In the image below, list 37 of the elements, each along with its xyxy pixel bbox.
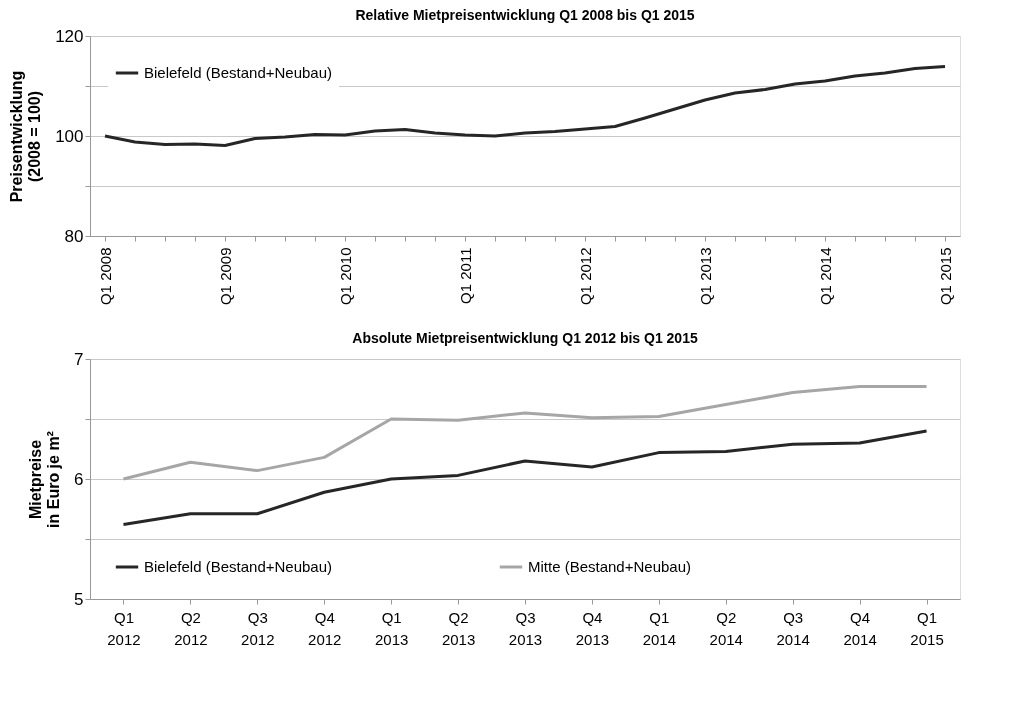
y-tick-label: 100 [55, 126, 84, 146]
x-tick-label: Q4 2012 [308, 608, 342, 648]
x-tick-label: Q4 2014 [843, 608, 877, 648]
legend-label: Mitte (Bestand+Neubau) [528, 558, 692, 575]
y-tick-label: 7 [74, 349, 84, 369]
legend-label: Bielefeld (Bestand+Neubau) [144, 558, 333, 575]
x-tick-label: Q1 2009 [216, 247, 234, 306]
x-tick-label: Q1 2013 [696, 247, 714, 306]
line-series [121, 385, 929, 481]
x-tick-label: Q2 2012 [174, 608, 208, 648]
line-series [121, 429, 929, 527]
x-tick-label: Q4 2013 [575, 608, 610, 648]
chart-title: Absolute Mietpreisentwicklung Q1 2012 bis Q1 2015 [352, 330, 698, 346]
x-tick-label: Q1 2014 [642, 608, 677, 648]
x-tick-label: Q1 2008 [96, 247, 114, 306]
y-tick-label: 120 [55, 26, 84, 46]
y-tick-label: 5 [74, 589, 84, 609]
x-tick-label: Q1 2013 [374, 608, 409, 648]
x-tick-label: Q1 2014 [816, 247, 834, 306]
legend-label: Bielefeld (Bestand+Neubau) [144, 64, 333, 81]
y-tick-label: 6 [74, 469, 84, 489]
x-tick-label: Q1 2015 [936, 247, 954, 306]
x-tick-label: Q3 2012 [241, 608, 275, 648]
x-tick-label: Q1 2012 [576, 247, 594, 306]
x-tick-label: Q2 2014 [709, 608, 743, 648]
x-tick-label: Q3 2013 [508, 608, 543, 648]
y-axis-title: Preisentwicklung (2008 = 100) [8, 70, 44, 203]
x-tick-label: Q1 2015 [910, 608, 944, 648]
y-tick-label: 80 [64, 226, 84, 246]
y-axis-title: Mietpreise in Euro je m² [27, 431, 63, 528]
x-tick-label: Q1 2012 [107, 608, 141, 648]
chart-title: Relative Mietpreisentwicklung Q1 2008 bis Q1 2015 [355, 7, 695, 23]
x-tick-label: Q2 2013 [441, 608, 476, 648]
x-tick-label: Q1 2011 [456, 247, 474, 304]
line-series [103, 65, 947, 147]
x-tick-label: Q1 2010 [336, 247, 354, 306]
x-tick-label: Q3 2014 [776, 608, 810, 648]
